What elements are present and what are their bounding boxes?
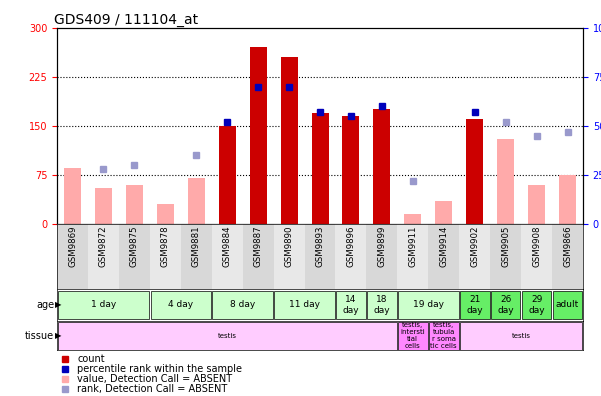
Text: GSM9872: GSM9872 — [99, 226, 108, 267]
Text: rank, Detection Call = ABSENT: rank, Detection Call = ABSENT — [77, 384, 227, 394]
Text: testis: testis — [218, 333, 237, 339]
Bar — [88, 224, 119, 289]
Bar — [212, 291, 273, 319]
Bar — [490, 224, 521, 289]
Text: GDS409 / 111104_at: GDS409 / 111104_at — [55, 13, 198, 27]
Bar — [398, 322, 428, 350]
Bar — [119, 224, 150, 289]
Text: 18
day: 18 day — [374, 295, 390, 314]
Text: testis,
intersti
tial
cells: testis, intersti tial cells — [400, 322, 426, 349]
Bar — [181, 224, 212, 289]
Text: 19 day: 19 day — [413, 301, 444, 309]
Bar — [553, 291, 582, 319]
Bar — [311, 112, 329, 224]
Bar — [243, 224, 273, 289]
Bar — [429, 224, 459, 289]
Bar — [491, 291, 520, 319]
Bar — [219, 126, 236, 224]
Text: 8 day: 8 day — [230, 301, 255, 309]
Bar — [95, 188, 112, 224]
Bar — [404, 214, 421, 224]
Bar — [126, 185, 143, 224]
Bar — [559, 175, 576, 224]
Text: age: age — [36, 300, 54, 310]
Text: GSM9887: GSM9887 — [254, 226, 263, 267]
Text: GSM9896: GSM9896 — [346, 226, 355, 267]
Text: 1 day: 1 day — [91, 301, 116, 309]
Text: ▶: ▶ — [55, 331, 62, 340]
Text: 11 day: 11 day — [289, 301, 320, 309]
Text: GSM9893: GSM9893 — [316, 226, 325, 267]
Bar — [521, 224, 552, 289]
Bar — [398, 291, 459, 319]
Bar — [58, 291, 149, 319]
Text: GSM9911: GSM9911 — [408, 226, 417, 267]
Bar — [150, 291, 211, 319]
Bar — [281, 57, 297, 224]
Text: GSM9884: GSM9884 — [223, 226, 232, 267]
Bar — [528, 185, 545, 224]
Bar — [367, 224, 397, 289]
Text: testis,
tubula
r soma
tic cells: testis, tubula r soma tic cells — [430, 322, 457, 349]
Bar — [367, 291, 397, 319]
Text: 26
day: 26 day — [497, 295, 514, 314]
Text: GSM9875: GSM9875 — [130, 226, 139, 267]
Bar — [522, 291, 552, 319]
Bar — [249, 47, 267, 224]
Bar — [460, 291, 490, 319]
Bar — [497, 139, 514, 224]
Text: value, Detection Call = ABSENT: value, Detection Call = ABSENT — [77, 374, 232, 384]
Text: GSM9878: GSM9878 — [161, 226, 170, 267]
Text: GSM9890: GSM9890 — [285, 226, 294, 267]
Text: GSM9899: GSM9899 — [377, 226, 386, 267]
Text: GSM9914: GSM9914 — [439, 226, 448, 267]
Text: GSM9881: GSM9881 — [192, 226, 201, 267]
Bar — [57, 224, 88, 289]
Text: 14
day: 14 day — [343, 295, 359, 314]
Bar — [435, 201, 453, 224]
Bar — [343, 116, 359, 224]
Bar — [305, 224, 335, 289]
Bar — [157, 204, 174, 224]
Text: testis: testis — [511, 333, 531, 339]
Text: adult: adult — [556, 301, 579, 309]
Text: count: count — [77, 354, 105, 364]
Text: ▶: ▶ — [55, 301, 62, 309]
Bar — [397, 224, 429, 289]
Bar — [335, 224, 367, 289]
Bar — [459, 224, 490, 289]
Text: GSM9869: GSM9869 — [68, 226, 77, 267]
Bar — [274, 291, 335, 319]
Text: GSM9902: GSM9902 — [470, 226, 479, 267]
Bar — [64, 168, 81, 224]
Bar — [466, 119, 483, 224]
Text: 21
day: 21 day — [466, 295, 483, 314]
Text: percentile rank within the sample: percentile rank within the sample — [77, 364, 242, 374]
Text: tissue: tissue — [25, 331, 54, 341]
Bar — [58, 322, 397, 350]
Text: GSM9908: GSM9908 — [532, 226, 541, 267]
Bar — [212, 224, 243, 289]
Text: GSM9905: GSM9905 — [501, 226, 510, 267]
Bar — [150, 224, 181, 289]
Bar — [460, 322, 582, 350]
Text: 29
day: 29 day — [528, 295, 545, 314]
Text: 4 day: 4 day — [168, 301, 194, 309]
Bar — [429, 322, 459, 350]
Bar — [373, 109, 391, 224]
Bar — [188, 178, 205, 224]
Bar — [552, 224, 583, 289]
Bar — [273, 224, 305, 289]
Bar — [336, 291, 366, 319]
Text: GSM9866: GSM9866 — [563, 226, 572, 267]
